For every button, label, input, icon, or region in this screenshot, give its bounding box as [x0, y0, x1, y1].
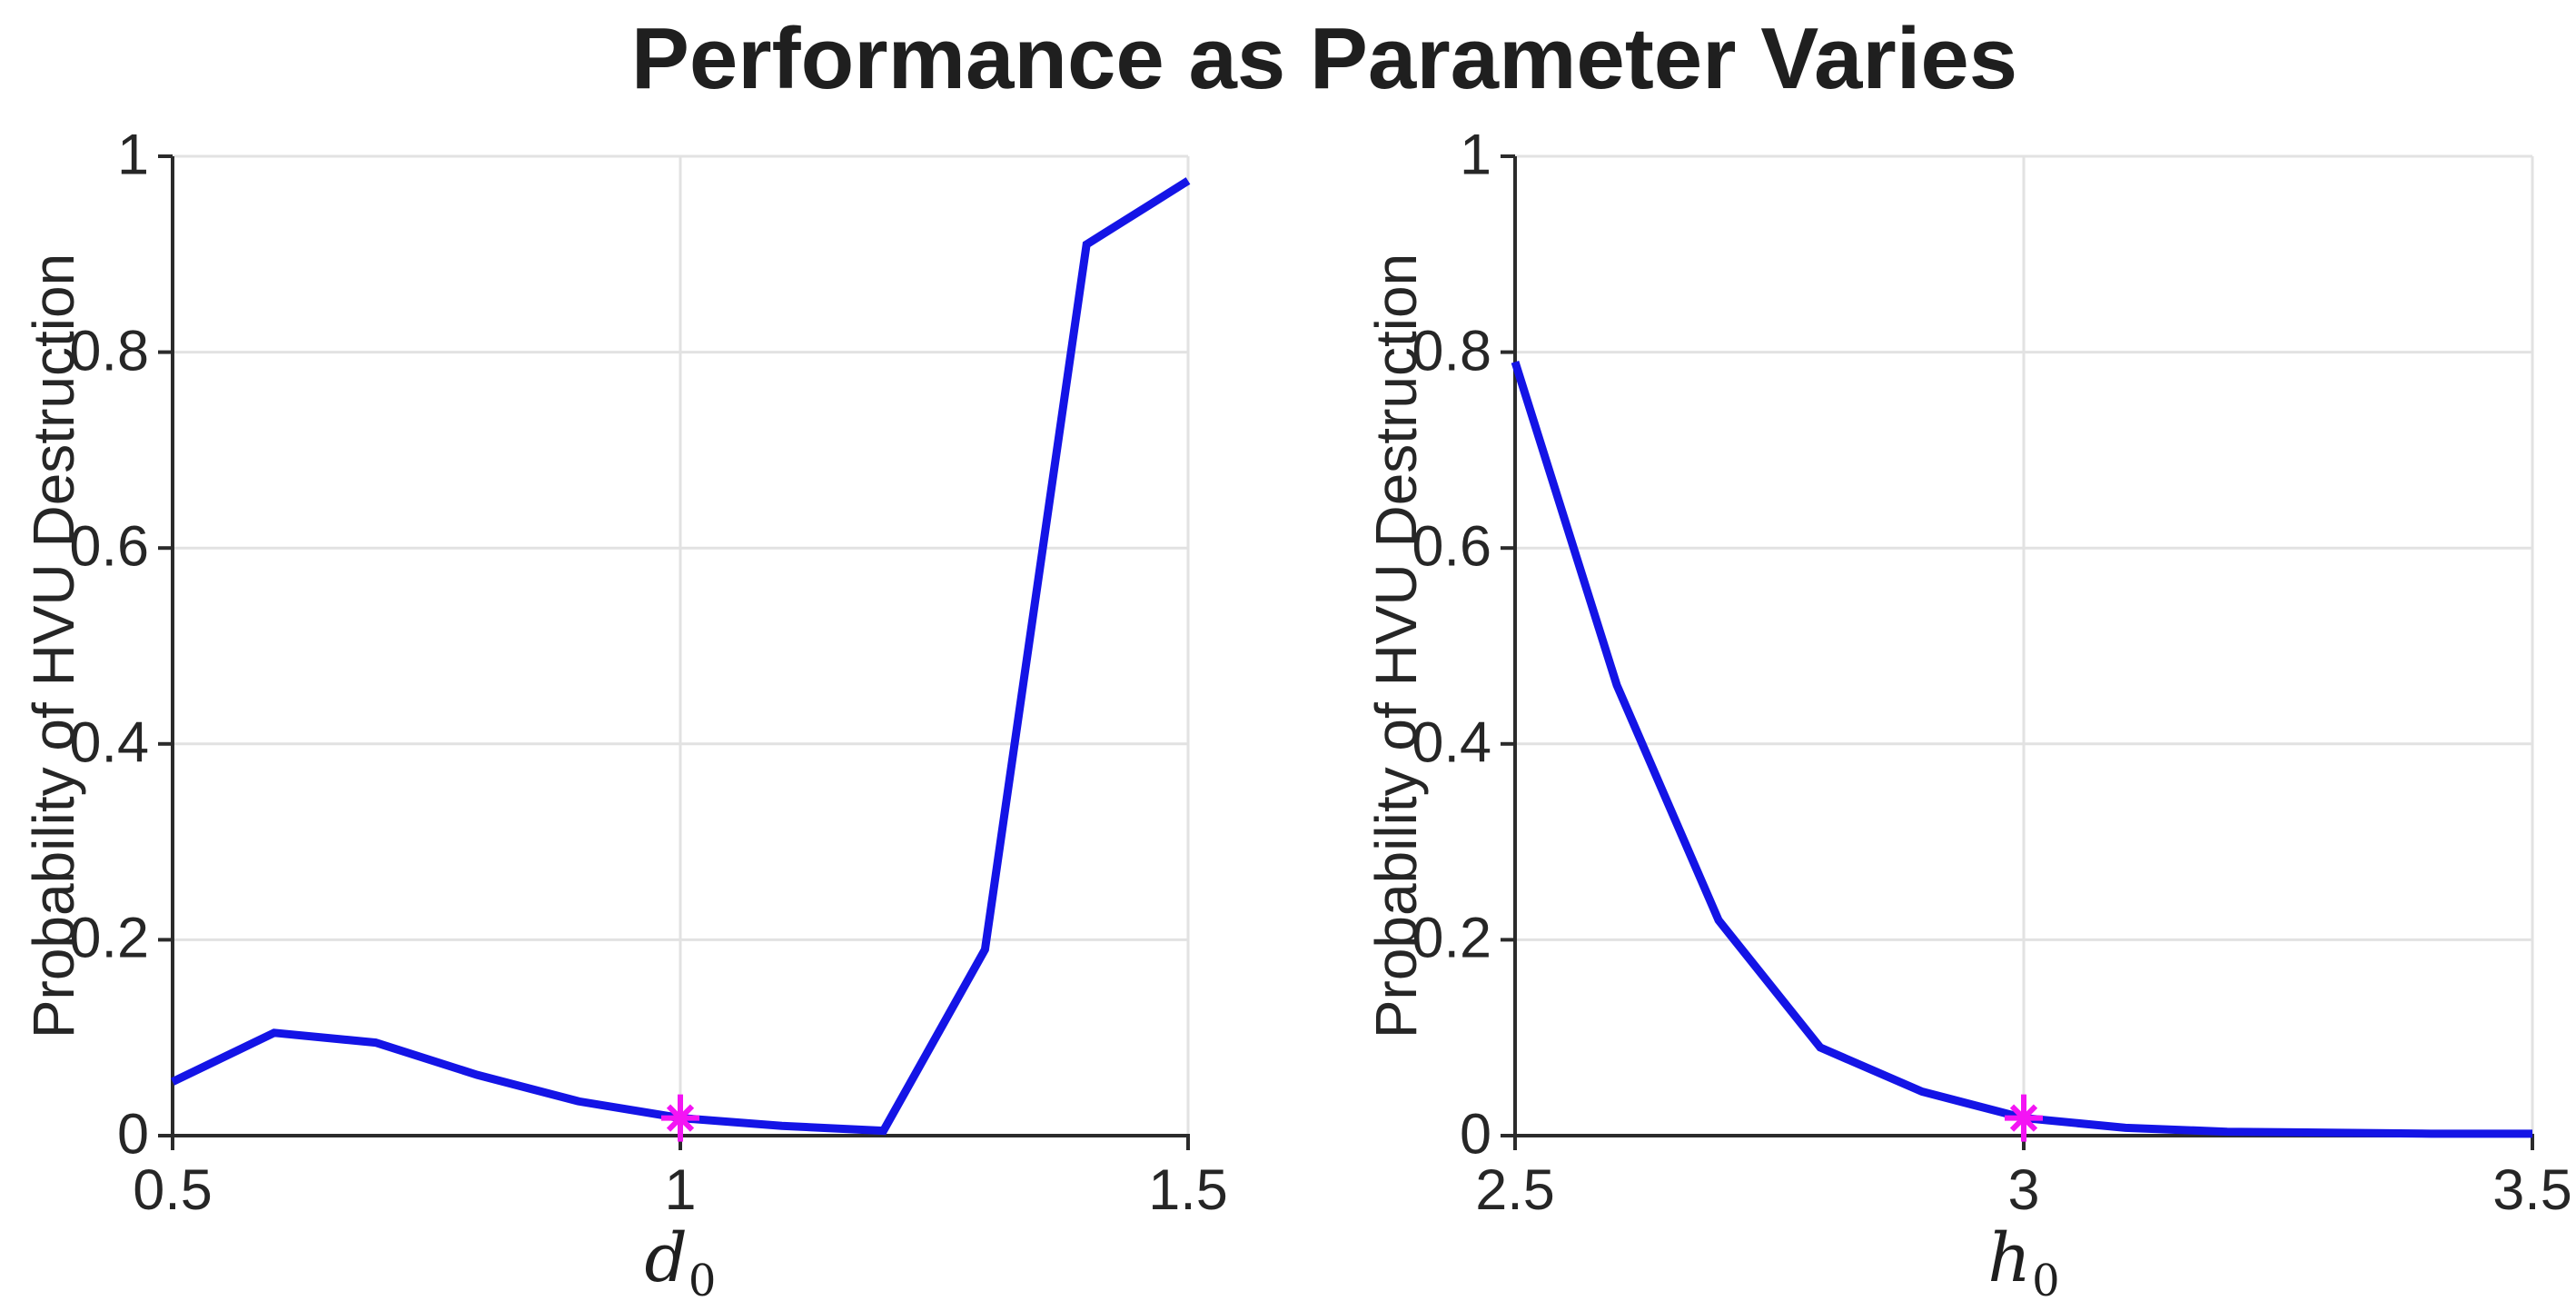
- y-tick-label: 0.6: [1412, 514, 1491, 579]
- y-tick-label: 0: [1459, 1102, 1491, 1167]
- chart-title: Performance as Parameter Varies: [630, 10, 2018, 107]
- axes-h0: [1501, 154, 2534, 1150]
- x-tick-label: 3.5: [2492, 1158, 2572, 1222]
- y-tick-label: 1: [116, 123, 149, 187]
- x-tick-label: 0.5: [133, 1158, 213, 1222]
- x-tick-label: 1: [664, 1158, 697, 1222]
- x-axis-label-base: h: [1987, 1219, 2032, 1297]
- y-tick-label: 0: [116, 1102, 149, 1167]
- x-axis-label-d0: d0: [644, 1219, 717, 1301]
- y-tick-label: 0.8: [1412, 319, 1491, 383]
- x-axis-label-subscript: 0: [2032, 1256, 2060, 1301]
- x-tick-label: 3: [2007, 1158, 2040, 1222]
- y-tick-label: 1: [1459, 123, 1491, 187]
- y-tick-label: 0.2: [69, 906, 149, 970]
- y-tick-label: 0.6: [69, 514, 149, 579]
- x-tick-label: 1.5: [1148, 1158, 1228, 1222]
- y-tick-label: 0.4: [69, 710, 149, 775]
- x-axis-label-subscript: 0: [688, 1256, 717, 1301]
- y-tick-label: 0.2: [1412, 906, 1491, 970]
- optimum-marker-asterisk: [666, 1104, 695, 1132]
- x-axis-label-h0: h0: [1987, 1219, 2059, 1301]
- x-tick-label: 2.5: [1475, 1158, 1555, 1222]
- subplot-d0: Probability of HVU Destruction d0 0.5 1 1.…: [21, 124, 1228, 1301]
- subplot-h0: Probability of HVU Destruction h0 2.5 3 3.…: [1363, 124, 2572, 1301]
- y-tick-label: 0.4: [1412, 710, 1491, 775]
- optimum-marker-asterisk: [2009, 1104, 2038, 1132]
- y-tick-label: 0.8: [69, 319, 149, 383]
- axes-d0: [158, 154, 1191, 1150]
- x-axis-label-base: d: [644, 1219, 688, 1297]
